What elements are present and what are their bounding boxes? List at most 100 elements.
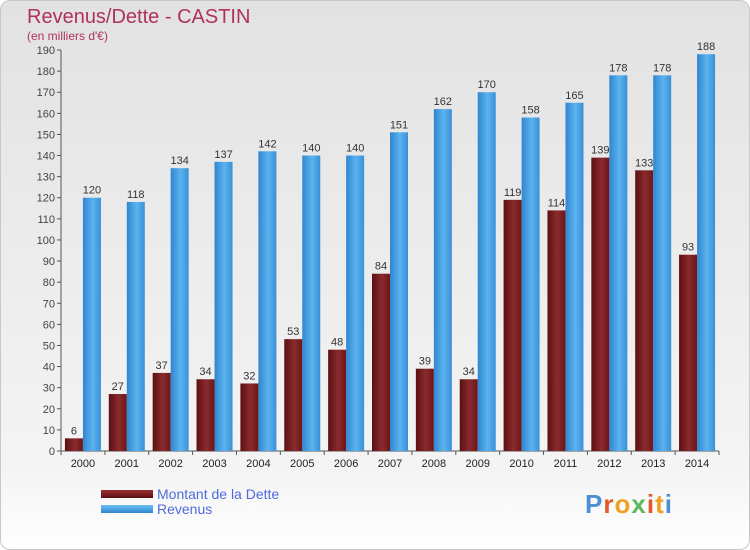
y-tick-label: 120 — [37, 193, 55, 205]
debt-bar — [591, 157, 610, 451]
revenue-value-label: 162 — [434, 96, 452, 108]
debt-bar — [284, 339, 303, 451]
logo-letter: i — [646, 489, 656, 519]
legend-label-debt: Montant de la Dette — [157, 486, 280, 502]
y-tick-label: 60 — [43, 319, 55, 331]
revenue-bar — [302, 155, 321, 452]
revenue-value-label: 118 — [127, 189, 145, 201]
revenue-value-label: 140 — [302, 143, 320, 155]
x-tick-label: 2009 — [465, 458, 489, 470]
revenue-bar — [609, 75, 628, 451]
x-tick-label: 2003 — [202, 458, 226, 470]
revenue-bar — [258, 151, 277, 451]
debt-value-label: 84 — [375, 261, 387, 273]
revenue-bar — [565, 102, 584, 452]
y-tick-label: 50 — [43, 340, 55, 352]
debt-value-label: 34 — [463, 366, 475, 378]
y-tick-label: 100 — [37, 235, 55, 247]
debt-bar — [196, 379, 215, 451]
revenue-bar — [521, 117, 540, 452]
revenue-value-label: 142 — [258, 138, 276, 150]
debt-bar — [108, 394, 127, 451]
debt-value-label: 37 — [156, 360, 168, 372]
revenue-bar — [433, 109, 452, 452]
revenue-value-label: 188 — [697, 41, 715, 53]
y-tick-label: 130 — [37, 172, 55, 184]
debt-value-label: 133 — [635, 157, 653, 169]
x-tick-label: 2001 — [115, 458, 139, 470]
debt-bar — [152, 372, 171, 451]
revenue-value-label: 120 — [83, 185, 101, 197]
value-labels: 6 27 37 34 32 53 48 84 39 34 119 114 139 133 93 120 118 1… — [71, 41, 715, 437]
y-tick-label: 190 — [37, 45, 55, 57]
x-tick-label: 2014 — [685, 458, 709, 470]
debt-value-label: 93 — [682, 242, 694, 254]
x-tick-label: 2011 — [554, 458, 578, 470]
x-tick-label: 2012 — [597, 458, 621, 470]
revenue-bar — [82, 197, 101, 451]
debt-value-label: 39 — [419, 356, 431, 368]
debt-bar — [635, 170, 654, 452]
y-tick-label: 160 — [37, 108, 55, 120]
revenue-bar — [390, 132, 408, 451]
debt-bar — [240, 383, 259, 451]
x-tick-label: 2002 — [158, 458, 182, 470]
debt-value-label: 32 — [243, 370, 255, 382]
revenue-bar — [214, 161, 233, 451]
proxiti-logo: Proxiti — [585, 489, 673, 520]
debt-bar — [328, 349, 347, 451]
x-tick-label: 2004 — [246, 458, 270, 470]
y-tick-label: 180 — [37, 66, 55, 78]
debt-value-label: 139 — [591, 145, 609, 157]
debt-bar — [547, 210, 566, 451]
chart-subtitle: (en milliers d'€) — [27, 29, 108, 43]
y-tick-label: 20 — [43, 404, 55, 416]
revenue-value-label: 170 — [478, 79, 496, 91]
legend-label-revenue: Revenus — [157, 501, 213, 517]
y-tick-label: 0 — [49, 446, 55, 458]
revenue-bar — [170, 168, 189, 452]
x-tick-label: 2013 — [641, 458, 665, 470]
chart-title: Revenus/Dette - CASTIN — [27, 6, 251, 28]
debt-value-label: 119 — [504, 187, 522, 199]
debt-bar — [679, 254, 698, 451]
y-tick-label: 30 — [43, 383, 55, 395]
revenue-value-label: 165 — [565, 90, 583, 102]
revenue-value-label: 140 — [346, 143, 364, 155]
debt-bar — [372, 273, 390, 451]
logo-letter: r — [603, 489, 615, 519]
debt-value-label: 6 — [71, 425, 77, 437]
logo-letter: o — [614, 489, 632, 519]
debt-value-label: 34 — [199, 366, 211, 378]
y-tick-label: 70 — [43, 298, 55, 310]
debt-bar — [415, 368, 434, 451]
revenue-value-label: 151 — [390, 119, 408, 131]
x-tick-label: 2006 — [334, 458, 358, 470]
revenue-bar — [346, 155, 365, 452]
debt-bar — [503, 199, 522, 451]
debt-value-label: 27 — [112, 381, 124, 393]
revenue-bar — [697, 54, 716, 451]
y-tick-label: 90 — [43, 256, 55, 268]
revenue-value-label: 158 — [521, 105, 539, 117]
revenue-bar — [477, 92, 496, 452]
legend-swatch-revenue — [101, 505, 153, 513]
x-tick-label: 2008 — [422, 458, 446, 470]
logo-letter: t — [655, 489, 665, 519]
bars — [64, 54, 716, 452]
revenue-value-label: 134 — [170, 155, 188, 167]
logo-letter: i — [664, 489, 673, 519]
revenue-value-label: 137 — [214, 149, 232, 161]
x-tick-label: 2005 — [290, 458, 314, 470]
y-tick-label: 10 — [43, 425, 55, 437]
revenue-value-label: 178 — [653, 62, 671, 74]
debt-value-label: 48 — [331, 337, 343, 349]
logo-letter: P — [585, 489, 604, 519]
revenue-bar — [126, 201, 145, 451]
y-tick-label: 170 — [37, 87, 55, 99]
x-tick-label: 2010 — [509, 458, 533, 470]
y-tick-label: 140 — [37, 151, 55, 163]
debt-bar — [459, 379, 478, 451]
y-tick-label: 110 — [37, 214, 55, 226]
